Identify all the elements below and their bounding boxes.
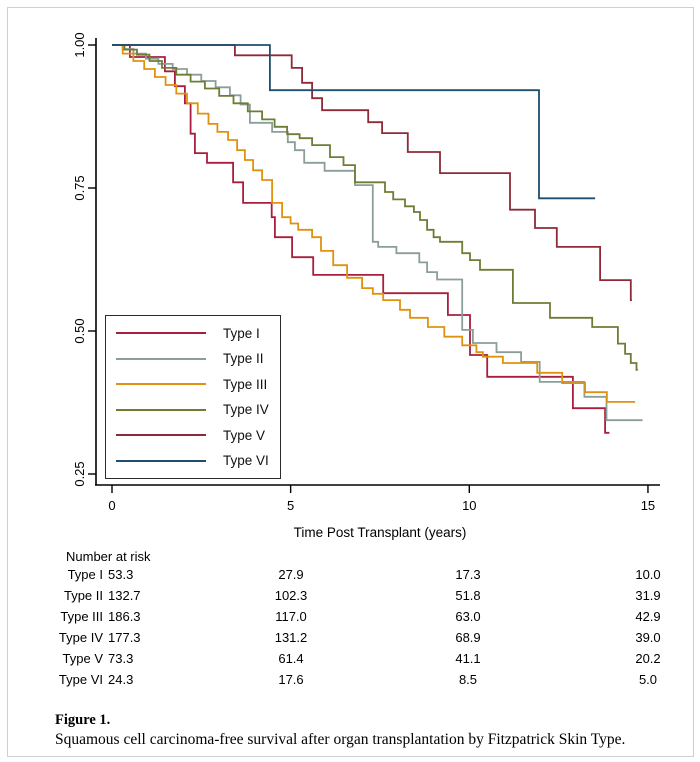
risk-value: 39.0 — [635, 630, 661, 645]
chart-legend: Type I Type II Type III Type IV Type V Type V… — [105, 315, 281, 479]
km-survival-chart: 0.25 0.50 0.75 1.00 0 5 10 15 Time Post Transpl… — [72, 32, 660, 540]
risk-value: 42.9 — [635, 609, 661, 624]
legend-row-type-iii: Type III — [106, 372, 280, 396]
legend-label: Type II — [223, 351, 264, 367]
risk-value: 177.3 — [108, 630, 141, 645]
legend-line-swatch — [116, 459, 206, 462]
risk-row-type-vi: Type VI 24.3 17.6 8.5 5.0 — [0, 672, 700, 690]
x-tick-label: 15 — [641, 498, 655, 513]
risk-row-label: Type III — [60, 609, 103, 624]
x-tick-label: 0 — [108, 498, 115, 513]
chart-plot-area: 0.25 0.50 0.75 1.00 0 5 10 15 — [72, 32, 660, 513]
legend-row-type-iv: Type IV — [106, 398, 280, 422]
figure-caption-label: Figure 1. — [55, 712, 111, 728]
risk-row-label: Type IV — [58, 630, 103, 645]
risk-value: 63.0 — [455, 609, 481, 624]
risk-value: 68.9 — [455, 630, 481, 645]
survival-curve-type-ii — [112, 44, 643, 422]
legend-label: Type I — [223, 325, 260, 341]
legend-line-swatch — [116, 357, 206, 360]
risk-row-type-i: Type I 53.3 27.9 17.3 10.0 — [0, 567, 700, 585]
risk-value: 132.7 — [108, 588, 141, 603]
figure-caption: Figure 1. Squamous cell carcinoma-free s… — [55, 711, 665, 749]
survival-curve-type-vi — [112, 44, 596, 200]
legend-label: Type V — [223, 427, 266, 443]
y-tick-label: 0.50 — [72, 318, 87, 343]
risk-value: 186.3 — [108, 609, 141, 624]
survival-curve-type-i — [112, 44, 610, 434]
risk-value: 5.0 — [638, 672, 658, 687]
legend-label: Type VI — [223, 453, 269, 469]
legend-line-swatch — [116, 383, 206, 386]
survival-curve-type-iv — [112, 44, 638, 371]
risk-value: 117.0 — [275, 609, 307, 624]
risk-value: 41.1 — [455, 651, 481, 666]
risk-value: 31.9 — [635, 588, 661, 603]
risk-row-label: Type II — [63, 588, 103, 603]
risk-value: 17.6 — [278, 672, 304, 687]
legend-row-type-vi: Type VI — [106, 449, 280, 473]
legend-row-type-i: Type I — [106, 321, 280, 345]
y-tick-label: 1.00 — [72, 32, 87, 57]
risk-row-label: Type V — [62, 651, 103, 666]
risk-value: 61.4 — [278, 651, 304, 666]
x-tick-label: 5 — [287, 498, 294, 513]
legend-label: Type IV — [223, 402, 269, 418]
risk-value: 27.9 — [278, 567, 304, 582]
risk-row-label: Type VI — [58, 672, 103, 687]
y-tick-label: 0.25 — [72, 461, 87, 486]
risk-value: 51.8 — [455, 588, 481, 603]
legend-line-swatch — [116, 408, 206, 411]
legend-row-type-ii: Type II — [106, 347, 280, 371]
figure-caption-text: Squamous cell carcinoma-free survival af… — [55, 731, 626, 748]
risk-value: 24.3 — [108, 672, 134, 687]
risk-table-title: Number at risk — [66, 549, 151, 564]
x-axis-title: Time Post Transplant (years) — [294, 525, 467, 540]
risk-value: 8.5 — [458, 672, 478, 687]
legend-line-swatch — [116, 434, 206, 437]
risk-value: 53.3 — [108, 567, 134, 582]
y-tick-label: 0.75 — [72, 175, 87, 200]
risk-value: 10.0 — [635, 567, 661, 582]
survival-curve-type-iii — [112, 44, 636, 403]
x-tick-label: 10 — [462, 498, 476, 513]
risk-value: 17.3 — [455, 567, 481, 582]
risk-value: 102.3 — [274, 588, 308, 603]
risk-row-type-ii: Type II 132.7 102.3 51.8 31.9 — [0, 588, 700, 606]
risk-value: 73.3 — [108, 651, 134, 666]
survival-curve-type-v — [112, 44, 632, 301]
legend-label: Type III — [223, 376, 268, 392]
risk-row-type-v: Type V 73.3 61.4 41.1 20.2 — [0, 651, 700, 669]
risk-row-label: Type I — [67, 567, 103, 582]
legend-line-swatch — [116, 332, 206, 335]
risk-row-type-iv: Type IV 177.3 131.2 68.9 39.0 — [0, 630, 700, 648]
legend-row-type-v: Type V — [106, 423, 280, 447]
risk-value: 131.2 — [274, 630, 308, 645]
risk-value: 20.2 — [635, 651, 661, 666]
risk-row-type-iii: Type III 186.3 117.0 63.0 42.9 — [0, 609, 700, 627]
